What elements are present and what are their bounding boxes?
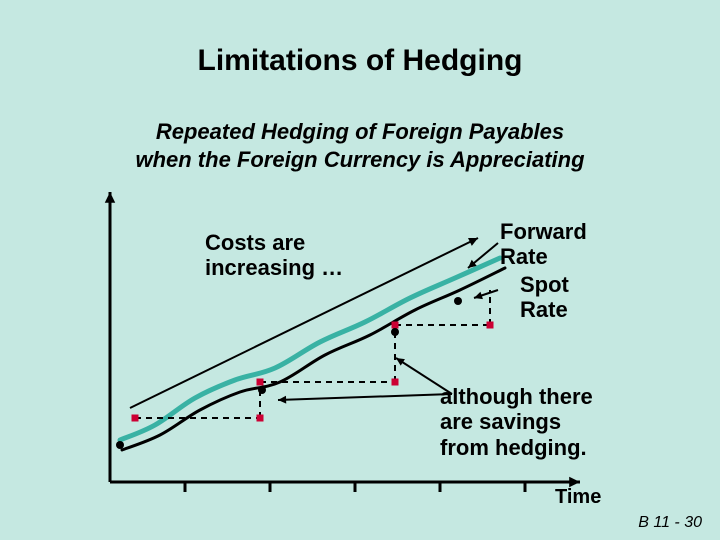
annotation-forward-line1: Forward — [500, 219, 587, 244]
annotation-costs-line2: increasing … — [205, 255, 343, 280]
slide-footer: B 11 - 30 — [638, 514, 702, 532]
slide: Limitations of Hedging Repeated Hedging … — [0, 0, 720, 540]
chart-svg — [0, 0, 720, 540]
annotation-forward: Forward Rate — [500, 219, 587, 270]
annotation-savings-line3: from hedging. — [440, 435, 587, 460]
annotation-spot-line1: Spot — [520, 272, 569, 297]
annotation-costs: Costs are increasing … — [205, 230, 343, 281]
annotation-savings-line2: are savings — [440, 409, 561, 434]
annotation-savings-line1: although there — [440, 384, 593, 409]
annotation-costs-line1: Costs are — [205, 230, 305, 255]
annotation-forward-line2: Rate — [500, 244, 548, 269]
annotation-spot-line2: Rate — [520, 297, 568, 322]
annotation-spot: Spot Rate — [520, 272, 569, 323]
annotation-savings: although there are savings from hedging. — [440, 384, 593, 460]
x-axis-label: Time — [555, 486, 601, 509]
